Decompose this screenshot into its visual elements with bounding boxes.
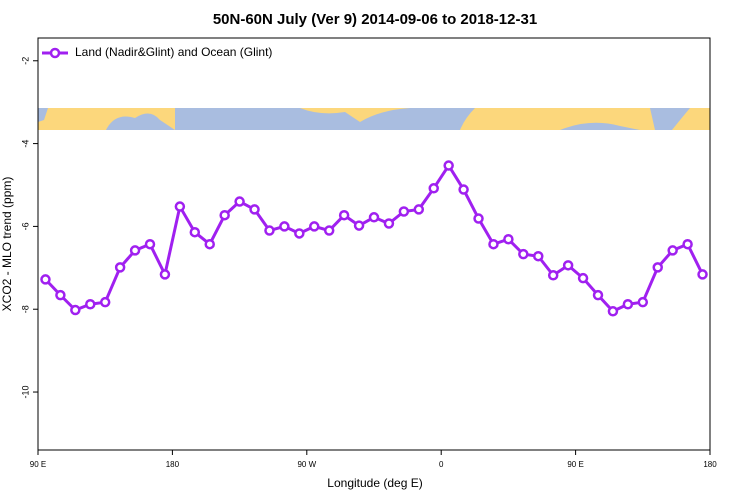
map-strip — [38, 108, 710, 130]
data-point — [40, 274, 51, 285]
y-tick-label: -10 — [20, 386, 30, 399]
data-point — [413, 204, 425, 215]
data-point — [204, 238, 215, 250]
data-point — [577, 272, 589, 284]
data-point — [562, 260, 574, 271]
x-tick-label: 90 E — [30, 460, 46, 469]
data-point — [264, 225, 275, 236]
x-tick-label: 0 — [439, 460, 444, 469]
data-point — [697, 269, 708, 280]
data-point — [99, 296, 111, 308]
x-tick-label: 90 W — [297, 460, 316, 469]
data-point — [368, 212, 380, 223]
x-tick-label: 180 — [703, 460, 717, 469]
y-tick-label: -2 — [20, 57, 30, 65]
data-point — [234, 196, 245, 207]
x-axis-label: Longitude (deg E) — [327, 476, 422, 490]
data-point — [607, 306, 619, 317]
data-point — [294, 228, 305, 239]
data-point — [428, 183, 439, 194]
data-point — [159, 269, 171, 280]
data-point — [667, 245, 678, 256]
x-tick-label: 180 — [166, 460, 180, 469]
data-point — [622, 298, 634, 310]
data-point — [70, 304, 81, 316]
x-tick-label: 90 E — [567, 460, 583, 469]
data-point — [533, 250, 544, 262]
data-point — [309, 221, 320, 232]
chart-title: 50N-60N July (Ver 9) 2014-09-06 to 2018-… — [213, 11, 537, 28]
legend-marker — [49, 47, 61, 59]
data-point — [249, 204, 260, 215]
data-point — [383, 218, 395, 229]
data-point — [443, 160, 454, 171]
y-axis-label: XCO2 - MLO trend (ppm) — [0, 177, 14, 312]
data-point — [174, 201, 186, 212]
data-point — [353, 220, 365, 231]
plot-frame — [37, 37, 711, 451]
data-point — [55, 289, 66, 301]
legend-label: Land (Nadir&Glint) and Ocean (Glint) — [75, 45, 272, 59]
series-line — [44, 162, 704, 314]
y-tick-label: -4 — [20, 140, 30, 148]
data-point — [338, 209, 350, 221]
data-point — [637, 296, 649, 308]
data-point — [85, 298, 96, 310]
y-tick-label: -8 — [20, 305, 30, 313]
y-tick-label: -6 — [20, 222, 30, 230]
data-point — [488, 238, 499, 250]
data-point — [458, 184, 469, 195]
data-point — [189, 226, 201, 238]
legend: Land (Nadir&Glint) and Ocean (Glint) — [42, 45, 272, 59]
data-point — [473, 213, 484, 224]
data-point — [682, 238, 693, 250]
data-point — [219, 209, 230, 221]
data-point — [129, 245, 141, 256]
data-point — [518, 248, 529, 260]
data-point — [652, 262, 663, 273]
data-point — [144, 238, 156, 250]
data-point — [547, 270, 559, 281]
data-point — [114, 262, 126, 273]
data-point — [279, 221, 290, 232]
data-point — [323, 225, 335, 236]
data-point — [398, 206, 410, 217]
data-point — [503, 233, 514, 245]
data-point — [592, 289, 604, 301]
